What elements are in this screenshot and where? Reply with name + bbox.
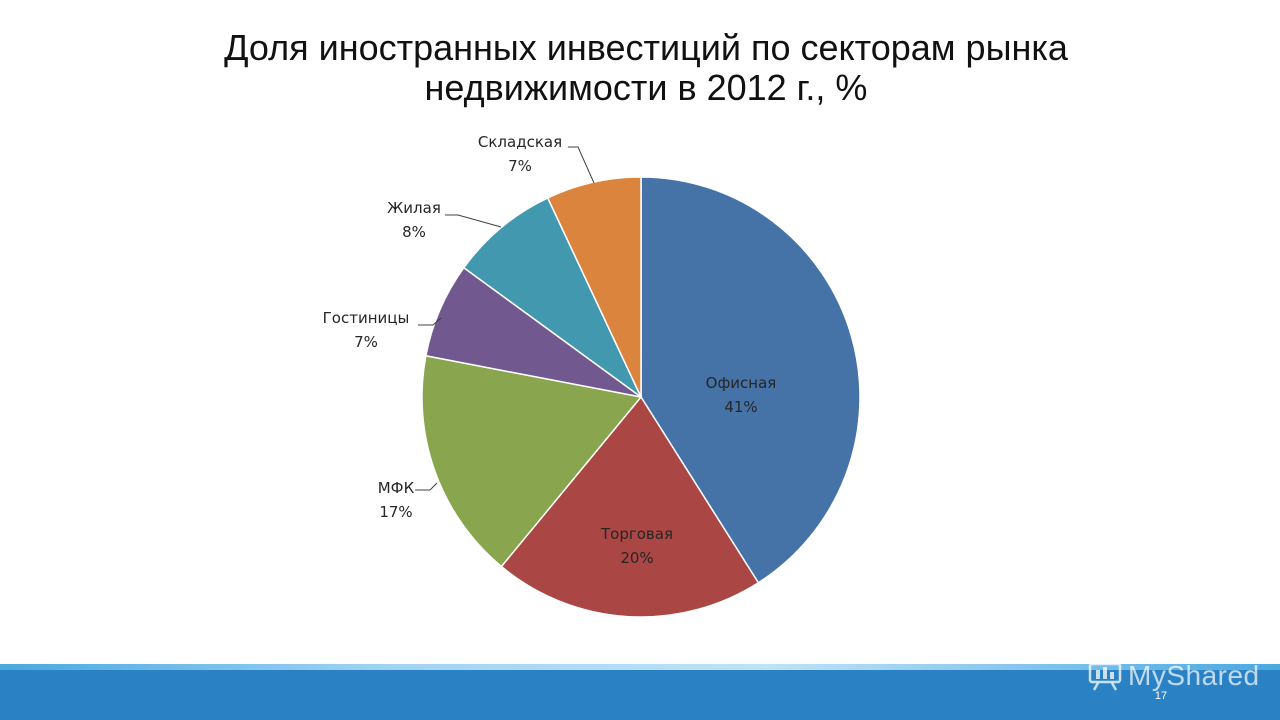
slice-category-label-4: Гостиницы — [323, 309, 410, 327]
chart-title-line-1: Доля иностранных инвестиций по секторам … — [224, 27, 1068, 68]
page-number: 17 — [1154, 690, 1168, 702]
slice-value-label-1: 41% — [724, 398, 757, 416]
slice-category-label-1: Офисная — [706, 374, 777, 392]
watermark-text: MyShared — [1128, 660, 1260, 691]
leader-line-3 — [415, 482, 438, 491]
slice-category-label-2: Торговая — [600, 525, 673, 543]
chart-title-line-2: недвижимости в 2012 г., % — [424, 67, 868, 108]
slice-labels: Офисная 41% Торговая 20% МФК 17% Гостиницы 7% Жи… — [323, 133, 777, 567]
watermark: MyShared — [1088, 656, 1260, 696]
footer-band — [0, 664, 1280, 720]
slice-value-label-3: 17% — [379, 503, 412, 521]
leader-line-5 — [445, 214, 502, 228]
chart-title: Доля иностранных инвестиций по секторам … — [0, 28, 1280, 108]
pie-slice-5 — [462, 196, 642, 398]
pie-slice-3 — [421, 354, 643, 568]
slice-value-label-4: 7% — [354, 333, 378, 351]
leader-lines — [415, 146, 595, 491]
pie-slice-2 — [500, 395, 760, 618]
slice-value-label-2: 20% — [620, 549, 653, 567]
slice-category-label-6: Складская — [478, 133, 562, 151]
slice-category-label-3: МФК — [378, 479, 415, 497]
pie-chart: Офисная 41% Торговая 20% МФК 17% Гостиницы 7% Жи… — [322, 133, 861, 618]
leader-line-6 — [568, 146, 595, 184]
pie-slice-1 — [640, 176, 861, 584]
slice-value-label-6: 7% — [508, 157, 532, 175]
presentation-icon — [1088, 662, 1122, 691]
slice-category-label-5: Жилая — [387, 199, 441, 217]
leader-line-4 — [418, 317, 442, 326]
footer-highlight — [0, 664, 1280, 670]
slice-value-label-5: 8% — [402, 223, 426, 241]
pie-slices — [421, 176, 861, 618]
